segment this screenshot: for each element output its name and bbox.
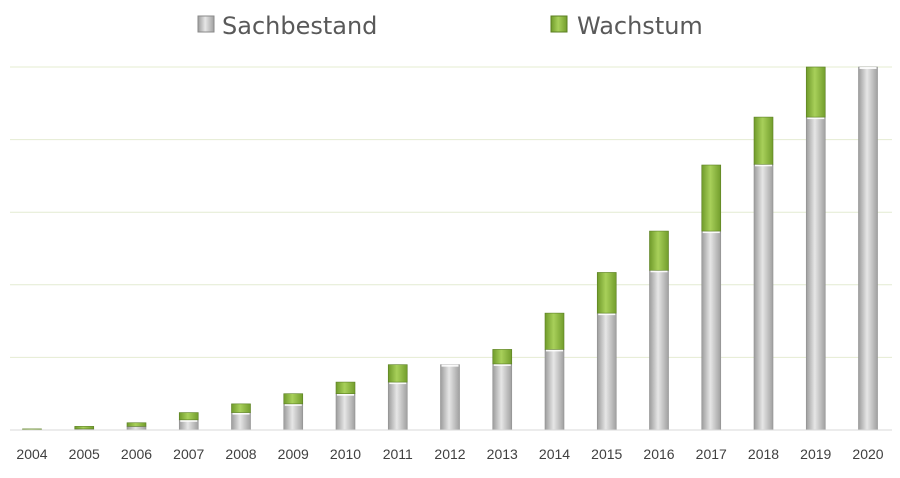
x-tick-label: 2004 [16, 446, 47, 462]
bar-sachbestand-2006 [126, 426, 147, 431]
bar-sachbestand-2009 [283, 403, 304, 431]
bar-wachstum-2008 [231, 403, 251, 413]
x-tick-label: 2016 [643, 446, 674, 462]
x-tick-label: 2006 [121, 446, 152, 462]
bar-wachstum-2007 [178, 412, 199, 421]
legend-item-wachstum: Wachstum [550, 12, 703, 40]
bar-wachstum-2011 [387, 364, 408, 383]
x-tick-label: 2018 [748, 446, 779, 462]
x-tick-label: 2008 [225, 446, 256, 462]
bar-sachbestand-2013 [492, 363, 513, 431]
bar-wachstum-2015 [596, 272, 617, 314]
bar-wachstum-2005 [74, 426, 95, 430]
x-tick-label: 2010 [330, 446, 361, 462]
legend: Sachbestand Wachstum [197, 12, 703, 40]
x-tick-label: 2014 [539, 446, 570, 462]
bar-highlight-2012 [441, 364, 459, 367]
x-tick-label: 2011 [383, 446, 413, 462]
bar-sachbestand-2014 [544, 349, 565, 431]
bar-highlight-2010 [337, 393, 354, 396]
bar-sachbestand-2018 [753, 163, 774, 431]
bar-highlight-2011 [389, 382, 407, 385]
bar-wachstum-2010 [335, 381, 356, 395]
x-tick-labels: 2004 2005 2006 2007 2008 2009 2010 2011 2012 2013… [16, 446, 883, 462]
legend-swatch-wachstum [550, 15, 568, 33]
legend-item-sachbestand: Sachbestand [197, 12, 377, 40]
legend-label-sachbestand: Sachbestand [222, 12, 377, 40]
bar-wachstum-2009 [283, 393, 304, 405]
bar-sachbestand-2011 [387, 381, 408, 431]
bar-wachstum-2014 [544, 312, 565, 350]
bar-highlight-2016 [650, 270, 668, 273]
bar-highlight-2019 [807, 117, 825, 120]
x-tick-label: 2009 [278, 446, 309, 462]
bar-sachbestand-2015 [596, 312, 617, 431]
x-tick-label: 2013 [487, 446, 518, 462]
bar-sachbestand-2008 [231, 412, 251, 431]
bar-sachbestand-2019 [805, 116, 826, 431]
bar-highlight-2008 [232, 412, 250, 415]
bar-highlight-2018 [755, 164, 772, 167]
x-tick-label: 2007 [173, 446, 204, 462]
bar-sachbestand-2012 [440, 364, 460, 431]
x-tick-label: 2017 [696, 446, 727, 462]
bar-sachbestand-2010 [335, 393, 356, 431]
bar-highlight-2020 [859, 67, 877, 69]
bar-wachstum-2006 [126, 422, 147, 427]
bar-wachstum-2018 [753, 116, 774, 165]
bar-sachbestand-2020 [858, 66, 878, 431]
bar-highlight-2015 [598, 313, 616, 316]
gridlines [10, 66, 892, 358]
bar-highlight-2014 [546, 349, 563, 352]
legend-swatch-sachbestand [197, 15, 215, 33]
bar-wachstum-2016 [649, 230, 669, 271]
bar-highlight-2013 [493, 363, 511, 366]
x-tick-label: 2005 [69, 446, 100, 462]
legend-label-wachstum: Wachstum [577, 12, 703, 40]
bar-highlight-2017 [702, 231, 720, 234]
x-tick-label: 2020 [852, 446, 883, 462]
x-tick-label: 2012 [434, 446, 465, 462]
bars [22, 66, 878, 431]
bar-highlight-2007 [180, 419, 198, 422]
bar-sachbestand-2017 [701, 230, 722, 431]
bar-wachstum-2019 [805, 66, 826, 118]
x-tick-label: 2015 [591, 446, 622, 462]
bar-wachstum-2013 [492, 349, 513, 365]
bar-sachbestand-2016 [649, 269, 669, 431]
bar-wachstum-2017 [701, 164, 722, 232]
bar-highlight-2009 [284, 403, 302, 406]
x-tick-label: 2019 [800, 446, 831, 462]
